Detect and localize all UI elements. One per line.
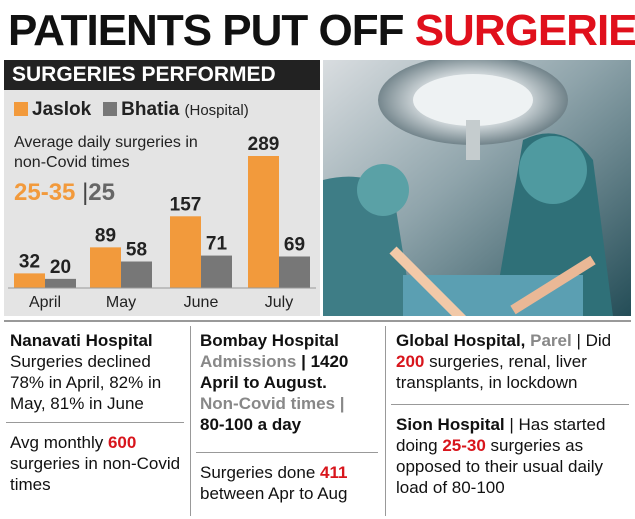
global-body1: | Did xyxy=(571,331,612,350)
bombay-noncovid: Non-Covid times | xyxy=(200,394,345,413)
legend-swatch-bhatia xyxy=(103,102,118,116)
x-tick-july: July xyxy=(265,294,293,311)
nanavati-avg-post: surgeries in non-Covid times xyxy=(10,454,181,494)
global-box: Global Hospital, Parel | Did 200 surgeri… xyxy=(396,330,628,393)
surgery-photo-illustration xyxy=(323,60,631,316)
bar-bhatia-april xyxy=(45,278,76,288)
divider xyxy=(391,404,629,405)
nanavati-avg-pre: Avg monthly xyxy=(10,433,108,452)
bar-jaslok-may xyxy=(90,247,121,288)
nanavati-title: Nanavati Hospital xyxy=(10,331,153,350)
global-body2: surgeries, renal, liver transplants, in … xyxy=(396,352,587,392)
legend-label-jaslok: Jaslok xyxy=(32,99,92,120)
global-place: Parel xyxy=(530,331,572,350)
bombay-admissions-value: | 1420 April to August. xyxy=(200,352,349,392)
bar-jaslok-june xyxy=(170,216,201,288)
divider xyxy=(190,326,191,516)
nanavati-avg: Avg monthly 600 surgeries in non-Covid t… xyxy=(10,432,186,495)
avg-bhatia: 25 xyxy=(88,179,115,206)
divider xyxy=(6,422,184,423)
bombay-noncovid-value: 80-100 a day xyxy=(200,415,302,434)
headline: PATIENTS PUT OFF SURGERIES xyxy=(8,4,635,58)
chart-legend: Jaslok Bhatia (Hospital) xyxy=(14,100,249,121)
bombay-admissions: Admissions xyxy=(200,352,297,371)
sion-box: Sion Hospital | Has started doing 25-30 … xyxy=(396,414,628,498)
bar-bhatia-june xyxy=(201,255,232,288)
x-tick-may: May xyxy=(106,294,136,311)
chart-title: SURGERIES PERFORMED xyxy=(4,60,320,90)
data-label-bhatia-may: 58 xyxy=(126,240,147,261)
bar-bhatia-july xyxy=(279,256,310,288)
headline-part2: SURGERIES xyxy=(414,6,635,55)
bombay-done-pre: Surgeries done xyxy=(200,463,321,482)
sion-num: 25-30 xyxy=(442,436,486,455)
bar-jaslok-april xyxy=(14,273,45,288)
avg-jaslok: 25-35 xyxy=(14,179,76,206)
bombay-done-num: 411 xyxy=(320,463,348,482)
global-num: 200 xyxy=(396,352,425,371)
bombay-done: Surgeries done 411 between Apr to Aug xyxy=(200,462,380,504)
data-label-bhatia-april: 20 xyxy=(50,257,71,278)
x-tick-june: June xyxy=(184,294,219,311)
chart-note: Average daily surgeries in non-Covid tim… xyxy=(14,134,198,171)
bar-jaslok-july xyxy=(248,156,279,288)
legend-swatch-jaslok xyxy=(14,102,28,116)
bombay-done-post: between Apr to Aug xyxy=(200,484,348,503)
top-block: SURGERIES PERFORMED Jaslok Bhatia (Hospit… xyxy=(0,60,635,318)
info-boxes: Nanavati Hospital Surgeries declined 78%… xyxy=(0,320,635,519)
x-tick-april: April xyxy=(29,294,61,311)
data-label-jaslok-april: 32 xyxy=(19,251,40,272)
headline-part1: PATIENTS PUT OFF xyxy=(8,6,415,55)
data-label-jaslok-may: 89 xyxy=(95,225,116,246)
divider xyxy=(196,452,378,453)
avg-separator: | xyxy=(82,179,89,206)
bar-chart: 32 20 April 89 58 May 157 71 June 289 69 July xyxy=(4,60,320,316)
global-title: Global Hospital, xyxy=(396,331,531,350)
divider xyxy=(4,320,631,322)
legend-label-bhatia: Bhatia xyxy=(121,99,180,120)
sion-body1: | Has started doing xyxy=(396,415,606,455)
data-label-jaslok-june: 157 xyxy=(170,194,202,215)
nanavati-avg-num: 600 xyxy=(107,433,137,452)
bombay-box: Bombay Hospital Admissions | 1420 April … xyxy=(200,330,380,435)
nanavati-box: Nanavati Hospital Surgeries declined 78%… xyxy=(10,330,186,414)
divider xyxy=(385,326,386,516)
surgery-photo xyxy=(323,60,631,316)
sion-body2: surgeries as opposed to their usual dail… xyxy=(396,436,603,497)
avg-values: 25-35 |25 xyxy=(14,180,115,206)
sion-title: Sion Hospital xyxy=(396,415,505,434)
data-label-jaslok-july: 289 xyxy=(248,134,280,155)
nanavati-body: Surgeries declined 78% in April, 82% in … xyxy=(10,352,162,413)
legend-suffix: (Hospital) xyxy=(184,102,249,119)
data-label-bhatia-june: 71 xyxy=(206,234,228,255)
bombay-title: Bombay Hospital xyxy=(200,331,339,350)
bar-bhatia-may xyxy=(121,261,152,288)
data-label-bhatia-july: 69 xyxy=(284,234,305,255)
